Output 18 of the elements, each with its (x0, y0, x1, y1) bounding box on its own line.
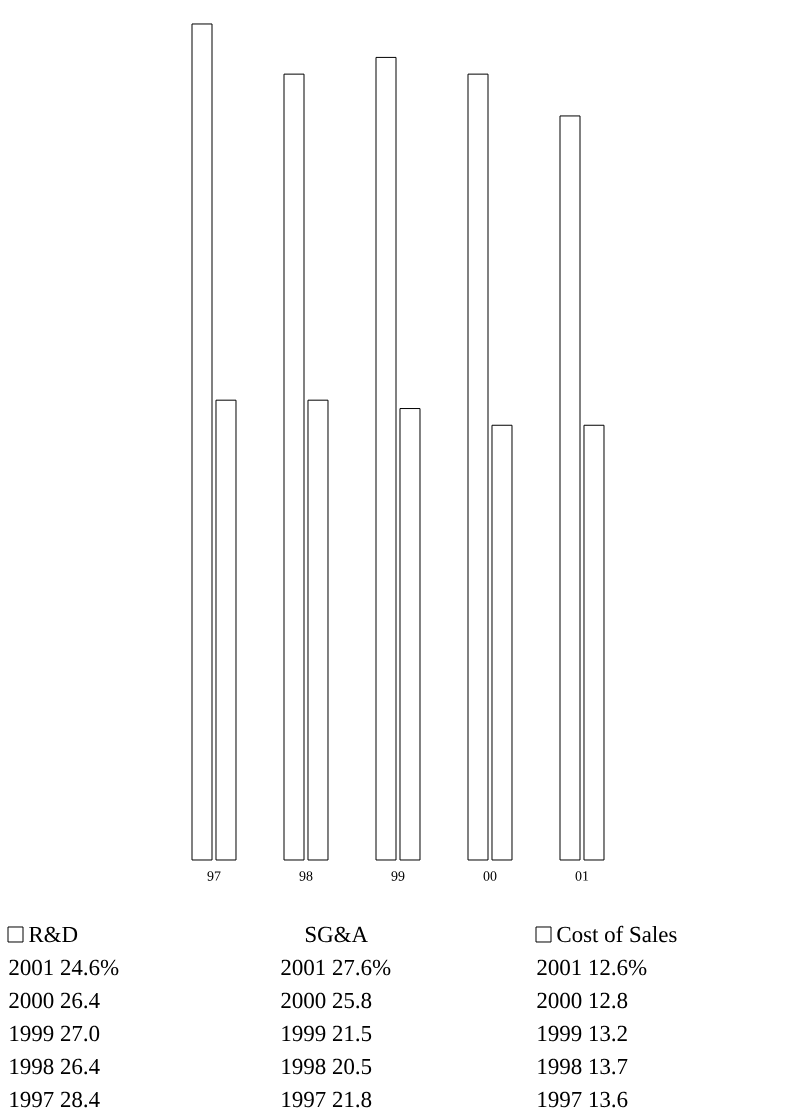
text: 1997 28.4 (10, 1091, 100, 1108)
text: 1998 26.4 (10, 1058, 100, 1075)
text: 2001 12.6% (537, 959, 647, 976)
text: SG&A (305, 926, 368, 943)
text: 1999 27.0 (10, 1025, 100, 1042)
text: 1998 20.5 (282, 1058, 372, 1075)
text: 2000 25.8 (281, 992, 372, 1009)
text: 2000 12.8 (537, 992, 628, 1009)
text: 1997 13.6 (538, 1091, 628, 1108)
text: 1999 13.2 (538, 1025, 627, 1042)
text: 2000 26.4 (9, 992, 100, 1009)
text: 1999 21.5 (282, 1025, 372, 1042)
text: 1998 13.7 (538, 1058, 628, 1075)
text: 1997 21.8 (282, 1091, 372, 1108)
text: 2001 24.6% (9, 959, 119, 976)
text: 2001 27.6% (281, 959, 391, 976)
legend-label: Cost of Sales (557, 925, 677, 943)
legend-label: R&D (29, 926, 78, 943)
